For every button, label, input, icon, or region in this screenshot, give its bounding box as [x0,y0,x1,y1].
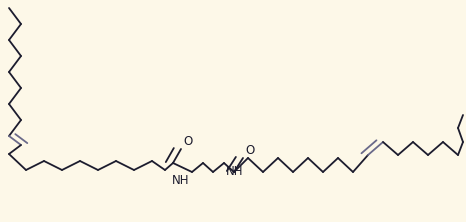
Text: NH: NH [172,174,190,187]
Text: O: O [183,135,192,148]
Text: NH: NH [226,165,244,178]
Text: O: O [245,144,254,157]
